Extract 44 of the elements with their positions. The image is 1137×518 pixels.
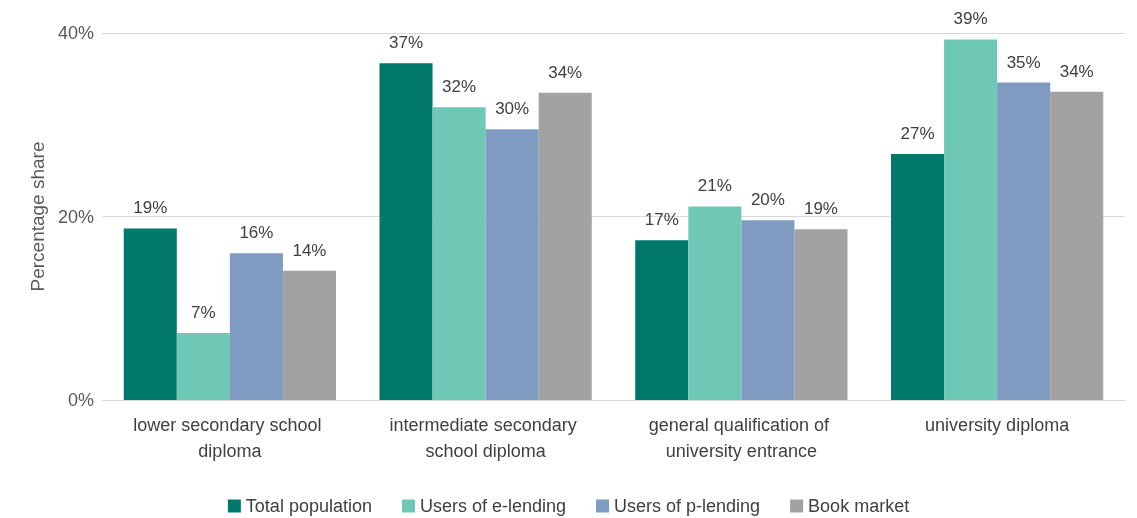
data-label: 27% <box>900 124 935 144</box>
x-tick-label: intermediate secondary school diploma <box>389 415 582 461</box>
y-axis-title: Percentage share <box>27 141 48 292</box>
legend-label: Users of p-lending <box>614 496 761 516</box>
data-label: 37% <box>389 33 424 53</box>
x-tick-label: lower secondary school diploma <box>133 415 327 461</box>
bar <box>1050 91 1104 400</box>
bar <box>997 82 1051 400</box>
bar <box>282 270 337 400</box>
x-tick-label: university diploma <box>925 415 1071 435</box>
data-label: 19% <box>803 199 838 219</box>
y-tick-label: 20% <box>57 206 94 227</box>
bar <box>741 220 795 400</box>
legend-label: Users of e-lending <box>419 496 567 516</box>
legend-label: Book market <box>808 496 910 516</box>
data-label: 34% <box>1059 61 1094 81</box>
data-label: 17% <box>644 210 679 230</box>
bar <box>538 92 592 400</box>
y-tick-label: 0% <box>67 390 94 410</box>
legend-label: Total population <box>245 496 372 516</box>
bar <box>379 63 433 400</box>
bar <box>944 39 998 400</box>
bar <box>794 229 848 400</box>
data-label: 14% <box>292 240 327 260</box>
bar <box>432 107 486 400</box>
data-label: 32% <box>442 77 477 97</box>
data-label: 34% <box>548 62 583 82</box>
bar <box>123 228 177 400</box>
bar <box>485 129 539 400</box>
bar <box>635 240 689 400</box>
bar <box>229 253 283 400</box>
bar <box>688 206 742 400</box>
data-label: 35% <box>1006 52 1041 72</box>
data-label: 7% <box>191 303 216 323</box>
data-label: 19% <box>133 198 168 218</box>
data-label: 21% <box>697 176 732 196</box>
data-label: 16% <box>239 223 274 243</box>
data-label: 20% <box>750 190 785 210</box>
data-label: 30% <box>495 99 530 119</box>
x-tick-label: general qualification of university entrance <box>648 415 834 461</box>
bar <box>890 154 945 400</box>
y-tick-label: 40% <box>57 23 94 43</box>
bar <box>176 333 230 400</box>
data-label: 39% <box>953 9 988 29</box>
